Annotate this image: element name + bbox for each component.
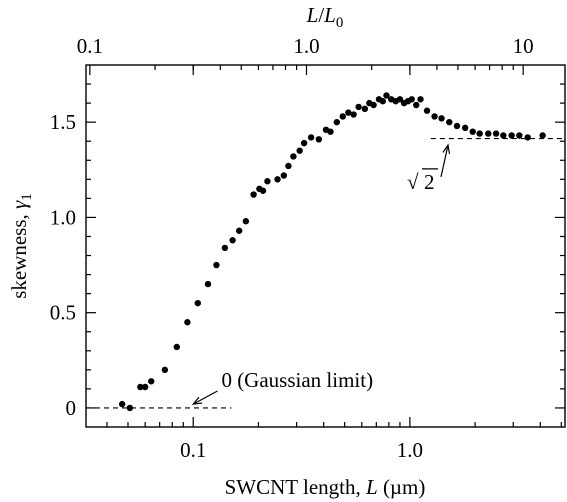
y-tick-label: 1.5	[50, 110, 76, 134]
data-point	[274, 176, 281, 183]
data-point	[339, 113, 346, 120]
data-point	[508, 132, 515, 139]
data-point	[453, 122, 461, 130]
data-point	[345, 109, 352, 116]
data-point	[148, 378, 155, 385]
x-axis-label: SWCNT length, L (µm)	[225, 475, 426, 499]
data-point	[280, 172, 288, 179]
data-point	[396, 96, 404, 103]
data-point	[264, 178, 271, 185]
annotations: 0 (Gaussian limit) √ 2	[191, 143, 451, 405]
annotation-arrowhead	[191, 396, 203, 405]
data-point	[315, 136, 323, 143]
y-tick-label: 1.0	[50, 205, 76, 229]
data-point	[118, 400, 126, 408]
data-point	[446, 118, 453, 126]
data-point	[296, 147, 303, 154]
x-tick-label: 1.0	[397, 438, 423, 462]
data-point	[408, 96, 415, 103]
data-point	[290, 153, 297, 160]
data-point	[379, 98, 387, 105]
x-tick-label: 0.1	[180, 438, 206, 462]
data-points	[118, 92, 546, 412]
data-point	[184, 319, 191, 326]
data-point	[141, 383, 149, 391]
data-point	[307, 134, 315, 141]
data-point	[355, 103, 362, 111]
data-point	[423, 107, 431, 114]
annotation-arrowhead	[442, 143, 451, 154]
data-point	[259, 187, 267, 194]
data-point	[431, 113, 438, 120]
data-point	[242, 218, 250, 225]
data-point	[327, 128, 334, 135]
top-axis-label: L/L0	[306, 3, 344, 31]
data-point	[173, 343, 181, 351]
top-tick-label: 1.0	[293, 34, 319, 58]
data-point	[285, 162, 292, 170]
data-point	[461, 124, 469, 132]
data-point	[126, 404, 134, 412]
y-tick-label: 0.5	[50, 301, 76, 325]
data-point	[229, 237, 236, 244]
data-point	[492, 130, 500, 137]
top-tick-label: 0.1	[77, 34, 103, 58]
data-point	[300, 139, 308, 147]
data-point	[500, 132, 507, 139]
top-tick-label: 10	[513, 34, 534, 58]
sqrt2-label: 2	[424, 170, 435, 194]
data-point	[213, 261, 220, 269]
annotation-arrow	[192, 390, 218, 405]
data-point	[516, 132, 523, 139]
data-point	[361, 105, 369, 113]
data-point	[383, 92, 390, 99]
data-point	[485, 130, 492, 137]
sqrt2-radical: √	[407, 170, 419, 194]
data-point	[161, 366, 169, 374]
y-tick-label: 0	[66, 396, 77, 420]
data-point	[333, 118, 341, 126]
data-point	[250, 191, 257, 198]
data-point	[350, 111, 357, 118]
annotation-arrow	[440, 144, 449, 177]
plot-frame	[85, 64, 566, 428]
data-point	[476, 130, 483, 137]
data-point	[417, 96, 424, 103]
data-point	[438, 115, 445, 122]
gaussian-limit-label: 0 (Gaussian limit)	[221, 368, 373, 392]
data-point	[137, 383, 144, 391]
data-point	[204, 280, 212, 288]
data-point	[370, 101, 377, 109]
data-point	[221, 244, 229, 252]
data-point	[413, 101, 420, 109]
data-point	[524, 134, 531, 141]
axis-ticks: 0.1 1.0 0.1 1.0 10 0 0.5 1.0 1.5	[50, 34, 565, 462]
data-point	[469, 128, 476, 135]
y-axis-label: skewness, γ1	[7, 193, 35, 299]
data-point	[194, 299, 202, 307]
data-point	[539, 132, 546, 139]
data-point	[235, 227, 243, 234]
